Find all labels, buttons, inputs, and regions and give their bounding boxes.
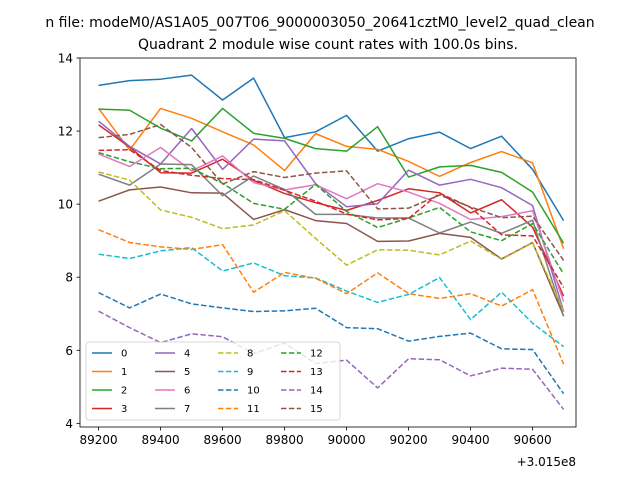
x-tick-label: 90600 [514,433,552,447]
legend-label-13: 13 [310,367,323,378]
legend-label-15: 15 [310,404,323,415]
series-line-9 [98,246,565,348]
legend-label-1: 1 [121,367,127,378]
x-offset-label: +3.015e8 [517,455,576,469]
figure-suptitle: n file: modeM0/AS1A05_007T06_9000003050_… [45,15,594,31]
x-tick-label: 89600 [204,433,242,447]
x-tick-label: 90000 [328,433,366,447]
x-tick-label: 89800 [266,433,304,447]
series-line-0 [98,74,565,221]
series-line-12 [98,151,565,275]
axes-frame [79,57,577,428]
series-line-8 [98,171,565,311]
x-tick-label: 90400 [452,433,490,447]
y-tick-label: 4 [65,417,73,431]
y-tick-label: 12 [58,125,73,139]
legend-label-12: 12 [310,349,323,360]
legend-label-6: 6 [184,386,190,397]
legend-label-11: 11 [247,404,260,415]
legend-label-10: 10 [247,386,260,397]
legend-label-4: 4 [184,349,190,360]
series-line-2 [98,107,565,244]
y-tick-label: 14 [58,52,73,66]
y-tick-label: 8 [65,271,73,285]
series-line-13 [98,148,565,288]
series-line-4 [98,120,565,312]
legend-box [85,341,341,421]
legend-label-2: 2 [121,386,127,397]
y-tick-label: 6 [65,344,73,358]
legend-label-8: 8 [247,349,253,360]
plot-area: 89200 89400 89600 89800 90000 90200 90400 90600… [58,52,577,447]
x-tick-label: 89200 [80,433,118,447]
y-tick-label: 10 [58,198,73,212]
series-line-6 [98,146,565,302]
x-tick-label: 89400 [142,433,180,447]
series-line-7 [98,163,565,317]
series-line-5 [98,186,565,317]
chart-title: Quadrant 2 module wise count rates with … [138,37,518,53]
legend-label-7: 7 [184,404,190,415]
series-group [97,74,565,410]
series-line-15 [98,123,565,261]
legend-label-14: 14 [310,386,323,397]
series-line-1 [97,107,565,249]
legend-label-5: 5 [184,367,190,378]
x-tick-label: 90200 [390,433,428,447]
legend-label-3: 3 [121,404,127,415]
series-line-11 [98,229,565,365]
legend-label-9: 9 [247,367,253,378]
series-line-10 [98,291,565,395]
legend-label-0: 0 [121,349,127,360]
